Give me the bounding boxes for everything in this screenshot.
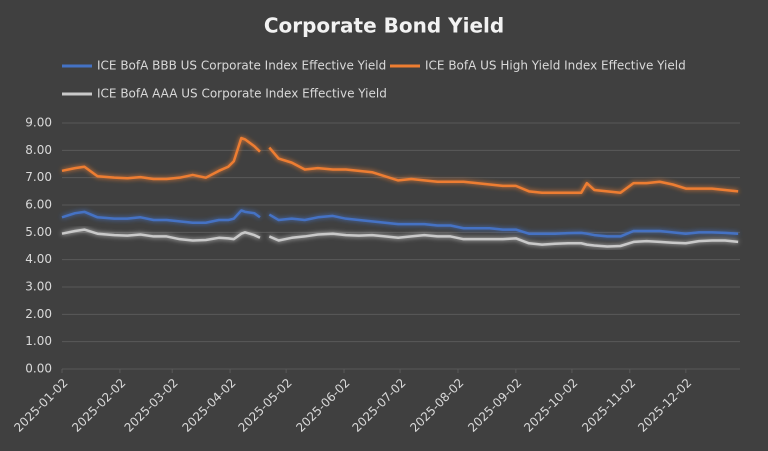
y-tick-label: 2.00 <box>25 307 52 321</box>
y-tick-label: 9.00 <box>25 116 52 130</box>
legend-label: ICE BofA BBB US Corporate Index Effectiv… <box>97 59 386 73</box>
series-line <box>61 209 739 238</box>
y-tick-label: 6.00 <box>25 198 52 212</box>
y-tick-label: 1.00 <box>25 334 52 348</box>
y-tick-label: 5.00 <box>25 225 52 239</box>
y-tick-label: 0.00 <box>25 362 52 376</box>
legend-label: ICE BofA US High Yield Index Effective Y… <box>425 59 686 73</box>
series-line <box>61 228 739 248</box>
series-line <box>61 136 739 194</box>
y-tick-label: 4.00 <box>25 252 52 266</box>
chart-title: Corporate Bond Yield <box>264 14 504 38</box>
y-tick-label: 3.00 <box>25 280 52 294</box>
y-tick-label: 8.00 <box>25 143 52 157</box>
y-tick-label: 7.00 <box>25 170 52 184</box>
legend-label: ICE BofA AAA US Corporate Index Effectiv… <box>97 87 387 101</box>
